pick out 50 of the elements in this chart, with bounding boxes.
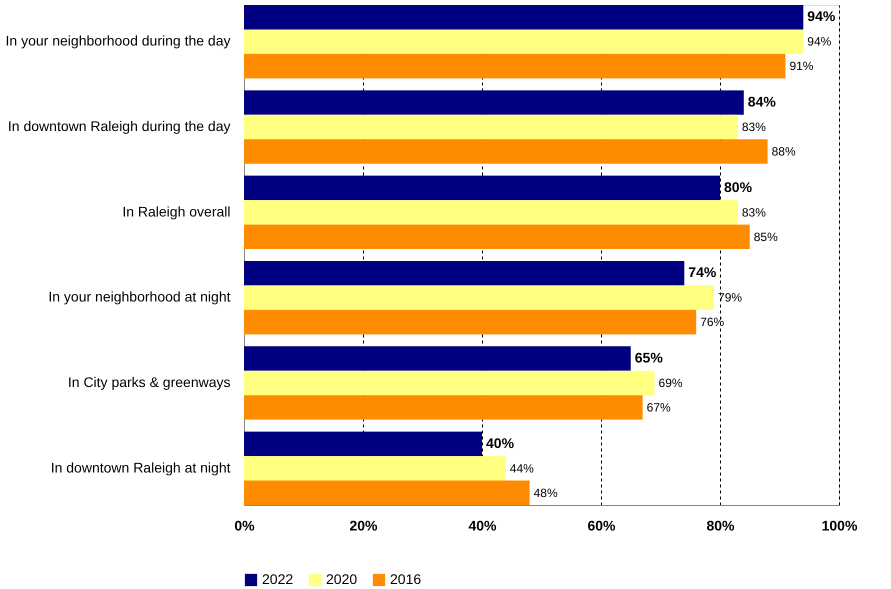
bar xyxy=(244,432,482,456)
data-label: 88% xyxy=(772,144,796,158)
y-tick-label: In downtown Raleigh during the day xyxy=(8,118,230,134)
data-label: 67% xyxy=(646,400,671,414)
bar xyxy=(244,224,750,250)
bar xyxy=(244,346,631,371)
data-label: 40% xyxy=(486,434,515,451)
bar xyxy=(244,90,744,115)
x-tick-label: 40% xyxy=(468,518,498,534)
bar xyxy=(244,370,655,396)
y-tick-label: In downtown Raleigh at night xyxy=(50,459,231,476)
bar xyxy=(244,176,720,200)
bar xyxy=(244,395,643,420)
data-label: 79% xyxy=(718,290,742,305)
y-tick-label: In City parks & greenways xyxy=(68,374,230,390)
data-label: 44% xyxy=(510,461,534,476)
bar xyxy=(244,260,684,286)
data-label: 74% xyxy=(688,264,717,280)
data-label: 65% xyxy=(634,350,664,366)
data-label: 48% xyxy=(534,486,558,500)
bar xyxy=(244,456,506,481)
data-label: 94% xyxy=(807,8,836,24)
y-tick-label: In your neighborhood during the day xyxy=(6,32,230,49)
bar xyxy=(244,114,738,140)
data-label: 83% xyxy=(742,205,766,220)
data-label: 85% xyxy=(754,230,778,244)
x-tick-label: 80% xyxy=(706,518,736,534)
x-tick-label: 100% xyxy=(822,518,858,534)
y-tick-label: In Raleigh overall xyxy=(122,203,230,220)
x-tick-label: 20% xyxy=(349,518,378,534)
bar xyxy=(244,480,530,505)
y-tick-label: In your neighborhood at night xyxy=(48,288,231,305)
bar xyxy=(244,310,696,334)
data-label: 94% xyxy=(807,34,832,49)
data-label: 84% xyxy=(748,94,776,110)
bar xyxy=(244,139,768,164)
bar xyxy=(244,5,804,30)
data-label: 83% xyxy=(742,120,766,134)
data-label: 69% xyxy=(658,376,683,390)
bar xyxy=(244,200,738,225)
bar xyxy=(244,29,804,54)
x-tick-label: 0% xyxy=(234,518,256,534)
legend-label: 2022 xyxy=(262,571,294,587)
data-label: 91% xyxy=(789,59,814,74)
legend-label: 2020 xyxy=(326,571,358,587)
legend-label: 2016 xyxy=(390,571,422,587)
bar xyxy=(244,285,714,310)
data-label: 80% xyxy=(724,178,753,195)
bar xyxy=(244,54,786,78)
x-tick-label: 60% xyxy=(587,518,616,534)
